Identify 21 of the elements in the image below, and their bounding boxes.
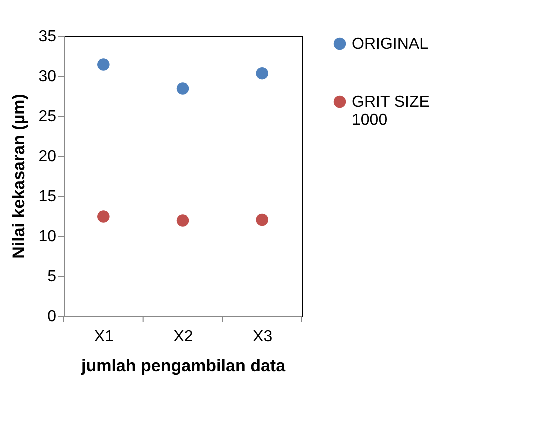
- y-tick-label: 20: [38, 148, 57, 166]
- y-tick-label: 25: [38, 108, 57, 126]
- y-tick-label: 5: [48, 268, 57, 286]
- point: [176, 214, 190, 227]
- x-tick-label: X2: [174, 328, 194, 346]
- point: [256, 214, 268, 226]
- legend-label: GRIT SIZE 1000: [352, 94, 430, 129]
- y-tick-label: 30: [38, 68, 57, 86]
- y-tick-label: 10: [38, 228, 57, 246]
- y-tick-label: 0: [48, 308, 57, 326]
- point: [98, 58, 110, 71]
- y-tick-label: 15: [38, 188, 57, 206]
- x-axis-title: jumlah pengambilan data: [80, 356, 286, 376]
- x-tick-label: X1: [94, 328, 114, 346]
- point: [176, 82, 190, 95]
- point: [98, 210, 110, 223]
- x-tick-label: X3: [253, 328, 273, 346]
- y-tick-label: 35: [38, 28, 57, 46]
- legend-label: ORIGINAL: [352, 36, 429, 53]
- y-axis-title: Nilai kekasaran (µm): [10, 94, 29, 259]
- point: [256, 67, 268, 80]
